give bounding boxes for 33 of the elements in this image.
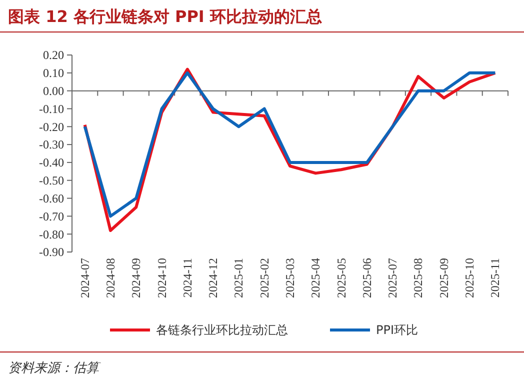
y-tick-label: -0.70 (39, 209, 64, 224)
x-tick-label: 2024-12 (206, 258, 220, 298)
y-tick-label: -0.90 (39, 245, 64, 260)
y-tick-label: 0.20 (43, 48, 64, 62)
y-tick-label: 0.10 (43, 66, 64, 80)
legend-label: PPI环比 (376, 323, 418, 338)
y-tick-label: -0.60 (39, 191, 64, 206)
x-tick-label: 2025-08 (411, 258, 426, 298)
y-tick-label: -0.40 (39, 156, 64, 170)
y-tick-label: -0.10 (39, 102, 64, 116)
x-tick-label: 2024-10 (154, 258, 169, 298)
x-tick-label: 2025-03 (283, 258, 297, 298)
x-tick-label: 2025-06 (360, 258, 374, 298)
y-tick-label: -0.50 (39, 174, 64, 188)
x-tick-label: 2024-11 (180, 258, 194, 298)
text: 资料来源：估算 (8, 361, 101, 376)
y-tick-label: -0.80 (39, 227, 64, 242)
x-tick-label: 2025-01 (232, 258, 246, 298)
x-tick-label: 2025-05 (334, 258, 348, 298)
x-tick-label: 2024-07 (78, 258, 92, 298)
y-tick-label: 0.00 (43, 84, 64, 98)
x-tick-label: 2025-10 (462, 258, 477, 298)
x-tick-label: 2024-09 (129, 258, 144, 298)
x-tick-label: 2025-02 (257, 258, 272, 298)
chart-title: 图表 12 各行业链条对 PPI 环比拉动的汇总 (8, 7, 322, 26)
y-tick-label: -0.20 (39, 120, 64, 134)
legend-label: 各链条行业环比拉动汇总 (156, 323, 288, 338)
x-tick-label: 2024-08 (103, 258, 118, 298)
x-tick-label: 2025-09 (436, 258, 451, 298)
y-tick-label: -0.30 (39, 138, 64, 152)
x-tick-label: 2025-07 (386, 258, 400, 298)
x-tick-label: 2025-04 (308, 258, 323, 298)
x-tick-label: 2025-11 (488, 258, 502, 298)
